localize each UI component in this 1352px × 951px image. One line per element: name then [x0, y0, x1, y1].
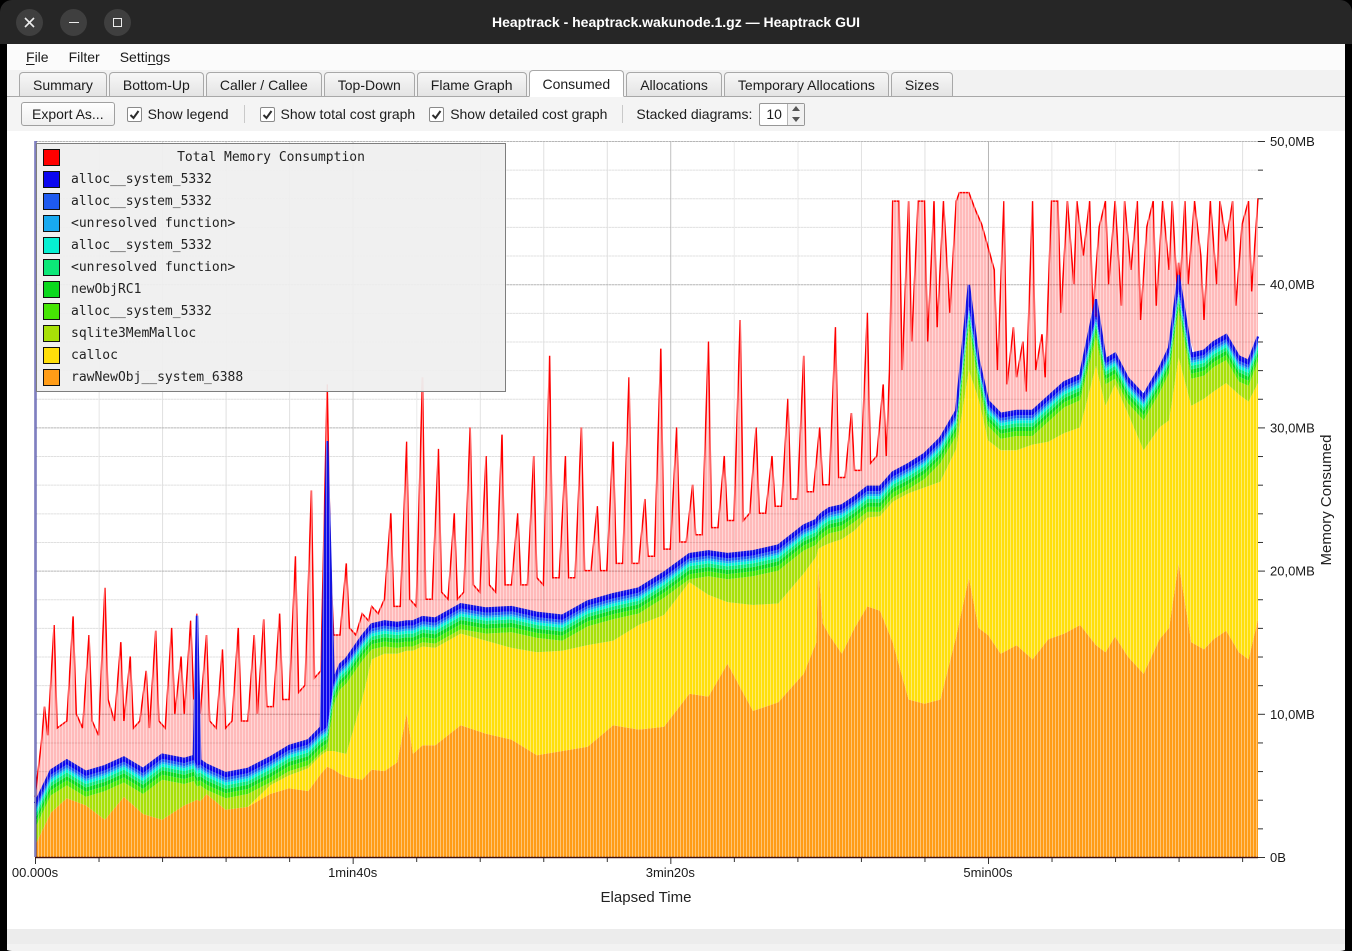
legend-label: newObjRC1	[71, 282, 141, 297]
minimize-icon	[69, 22, 79, 24]
menu-item-settings[interactable]: Settings	[111, 47, 180, 67]
chevron-up-icon	[792, 106, 800, 111]
legend-item: alloc__system_5332	[37, 190, 505, 212]
memory-consumption-chart: 00.000s 1min40s 3min20s 5min00s 0B 10,0MB 20,0…	[7, 131, 1345, 929]
legend-swatch	[43, 237, 60, 254]
toolbar-separator	[244, 105, 245, 123]
legend-label: sqlite3MemMalloc	[71, 326, 196, 341]
legend-swatch	[43, 215, 60, 232]
legend-swatch	[43, 193, 60, 210]
legend-item: alloc__system_5332	[37, 300, 505, 322]
checkbox-show-total-cost-graph[interactable]: Show total cost graph	[258, 106, 418, 122]
legend-label: calloc	[71, 348, 118, 363]
app-window: Heaptrack - heaptrack.wakunode.1.gz — He…	[0, 0, 1352, 951]
svg-text:5min00s: 5min00s	[963, 865, 1013, 880]
stacked-diagrams-value[interactable]: 10	[760, 104, 787, 125]
legend-item: alloc__system_5332	[37, 168, 505, 190]
toolbar-separator	[622, 105, 623, 123]
legend-label: <unresolved function>	[71, 216, 235, 231]
window-title: Heaptrack - heaptrack.wakunode.1.gz — He…	[492, 14, 860, 30]
legend-item: sqlite3MemMalloc	[37, 322, 505, 344]
chevron-down-icon	[792, 117, 800, 122]
legend-label: alloc__system_5332	[71, 194, 212, 209]
close-button[interactable]	[16, 9, 43, 36]
spinner-down-button[interactable]	[788, 114, 804, 125]
svg-text:20,0MB: 20,0MB	[1270, 564, 1315, 579]
stacked-diagrams-spinner[interactable]: 10	[759, 103, 805, 126]
tab-consumed[interactable]: Consumed	[529, 70, 625, 97]
legend-label: alloc__system_5332	[71, 304, 212, 319]
legend-swatch	[43, 347, 60, 364]
tab-bottom-up[interactable]: Bottom-Up	[109, 72, 204, 96]
svg-text:1min40s: 1min40s	[328, 865, 378, 880]
svg-text:50,0MB: 50,0MB	[1270, 134, 1315, 149]
toolbar: Export As... Show legend Show total cost …	[7, 97, 1345, 131]
svg-text:0B: 0B	[1270, 850, 1286, 865]
tab-flame-graph[interactable]: Flame Graph	[417, 72, 527, 96]
legend-label: alloc__system_5332	[71, 238, 212, 253]
close-icon	[24, 17, 35, 28]
legend-swatch	[43, 171, 60, 188]
checkmark-icon	[129, 109, 140, 120]
legend-item: calloc	[37, 344, 505, 366]
legend-item: <unresolved function>	[37, 256, 505, 278]
checkbox-show-detailed-cost-graph[interactable]: Show detailed cost graph	[427, 106, 609, 122]
checkbox-box[interactable]	[127, 107, 142, 122]
tab-temporary-allocations[interactable]: Temporary Allocations	[724, 72, 889, 96]
spinner-up-button[interactable]	[788, 104, 804, 115]
legend-label: <unresolved function>	[71, 260, 235, 275]
legend-label: rawNewObj__system_6388	[71, 370, 243, 385]
checkmark-icon	[431, 109, 442, 120]
svg-text:40,0MB: 40,0MB	[1270, 277, 1315, 292]
checkbox-label: Show legend	[148, 106, 229, 122]
checkbox-label: Show total cost graph	[281, 106, 416, 122]
tab-summary[interactable]: Summary	[19, 72, 107, 96]
legend-title-row: Total Memory Consumption	[37, 146, 505, 168]
svg-text:30,0MB: 30,0MB	[1270, 420, 1315, 435]
svg-text:10,0MB: 10,0MB	[1270, 707, 1315, 722]
tab-top-down[interactable]: Top-Down	[324, 72, 415, 96]
legend-swatch	[43, 303, 60, 320]
status-strip	[7, 929, 1345, 944]
export-as-button[interactable]: Export As...	[21, 102, 115, 126]
checkbox-show-legend[interactable]: Show legend	[125, 106, 231, 122]
legend-swatch	[43, 259, 60, 276]
legend-label: Total Memory Consumption	[37, 150, 505, 165]
svg-text:3min20s: 3min20s	[646, 865, 696, 880]
tab-caller-callee[interactable]: Caller / Callee	[206, 72, 322, 96]
legend-item: rawNewObj__system_6388	[37, 366, 505, 388]
legend-swatch	[43, 325, 60, 342]
checkbox-box[interactable]	[429, 107, 444, 122]
maximize-icon	[113, 18, 122, 27]
menu-item-filter[interactable]: Filter	[60, 47, 109, 67]
maximize-button[interactable]	[104, 9, 131, 36]
title-bar: Heaptrack - heaptrack.wakunode.1.gz — He…	[0, 0, 1352, 44]
chart-legend: Total Memory Consumption alloc__system_53…	[36, 143, 506, 392]
tab-sizes[interactable]: Sizes	[891, 72, 953, 96]
y-axis-title: Memory Consumed	[1318, 400, 1338, 600]
tab-allocations[interactable]: Allocations	[626, 72, 722, 96]
stacked-diagrams-label: Stacked diagrams:	[636, 106, 752, 122]
x-axis-title: Elapsed Time	[546, 889, 746, 906]
legend-label: alloc__system_5332	[71, 172, 212, 187]
checkbox-label: Show detailed cost graph	[450, 106, 607, 122]
svg-text:00.000s: 00.000s	[12, 865, 59, 880]
menu-item-file[interactable]: File	[17, 47, 58, 67]
tab-bar: SummaryBottom-UpCaller / CalleeTop-DownF…	[7, 70, 1345, 97]
legend-swatch	[43, 369, 60, 386]
legend-item: alloc__system_5332	[37, 234, 505, 256]
legend-item: newObjRC1	[37, 278, 505, 300]
minimize-button[interactable]	[60, 9, 87, 36]
checkmark-icon	[262, 109, 273, 120]
menu-bar: FileFilterSettings	[7, 44, 1345, 70]
legend-item: <unresolved function>	[37, 212, 505, 234]
legend-swatch	[43, 281, 60, 298]
checkbox-box[interactable]	[260, 107, 275, 122]
